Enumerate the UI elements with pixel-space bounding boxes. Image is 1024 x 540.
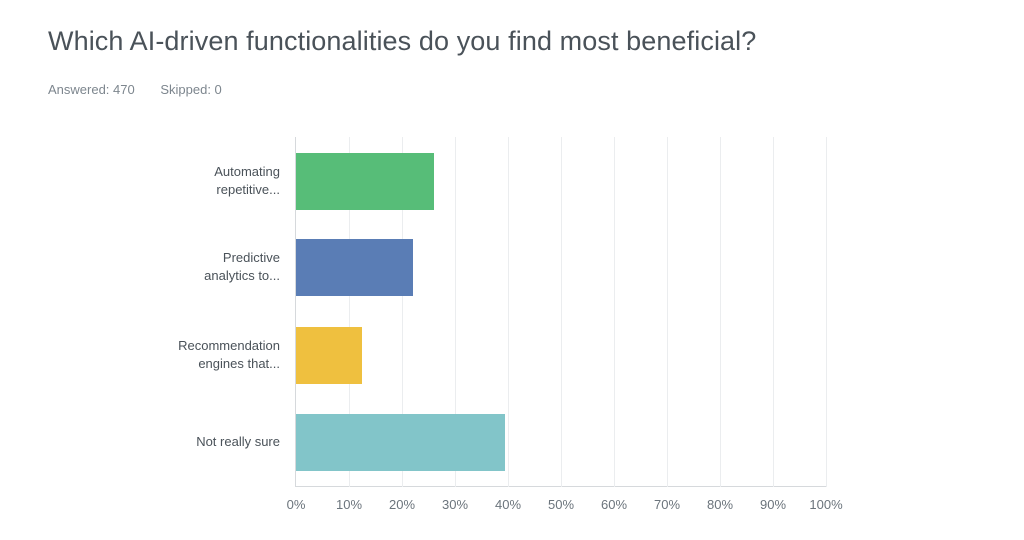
gridline xyxy=(455,137,456,487)
category-label: Not really sure xyxy=(196,434,280,449)
x-tick-label: 0% xyxy=(286,497,306,512)
y-axis-line xyxy=(295,137,296,487)
skipped-count: Skipped: 0 xyxy=(160,82,222,97)
x-tick-label: 70% xyxy=(653,497,681,512)
category-label: Automating repetitive... xyxy=(214,164,280,197)
gridline xyxy=(508,137,509,487)
response-summary: Answered: 470 Skipped: 0 xyxy=(48,82,244,97)
x-tick-label: 80% xyxy=(706,497,734,512)
gridline xyxy=(720,137,721,487)
gridline xyxy=(773,137,774,487)
gridline xyxy=(349,137,350,487)
x-tick-label: 90% xyxy=(759,497,787,512)
x-tick-label: 20% xyxy=(388,497,416,512)
gridline xyxy=(561,137,562,487)
bar-chart-plot-area xyxy=(295,137,827,487)
gridline xyxy=(667,137,668,487)
gridline xyxy=(402,137,403,487)
x-tick-label: 30% xyxy=(441,497,469,512)
gridline xyxy=(614,137,615,487)
category-label: Predictive analytics to... xyxy=(204,250,280,283)
bar-4[interactable] xyxy=(296,414,506,471)
bar-3[interactable] xyxy=(296,327,363,384)
bar-1[interactable] xyxy=(296,153,434,210)
x-tick-label: 40% xyxy=(494,497,522,512)
bar-2[interactable] xyxy=(296,239,413,296)
question-title: Which AI-driven functionalities do you f… xyxy=(48,26,757,56)
x-tick-label: 10% xyxy=(335,497,363,512)
x-tick-label: 50% xyxy=(547,497,575,512)
answered-count: Answered: 470 xyxy=(48,82,135,97)
x-axis-line xyxy=(295,486,826,487)
x-tick-label: 60% xyxy=(600,497,628,512)
category-label: Recommendation engines that... xyxy=(178,338,280,371)
x-tick-label: 100% xyxy=(809,497,843,512)
gridline xyxy=(826,137,827,487)
